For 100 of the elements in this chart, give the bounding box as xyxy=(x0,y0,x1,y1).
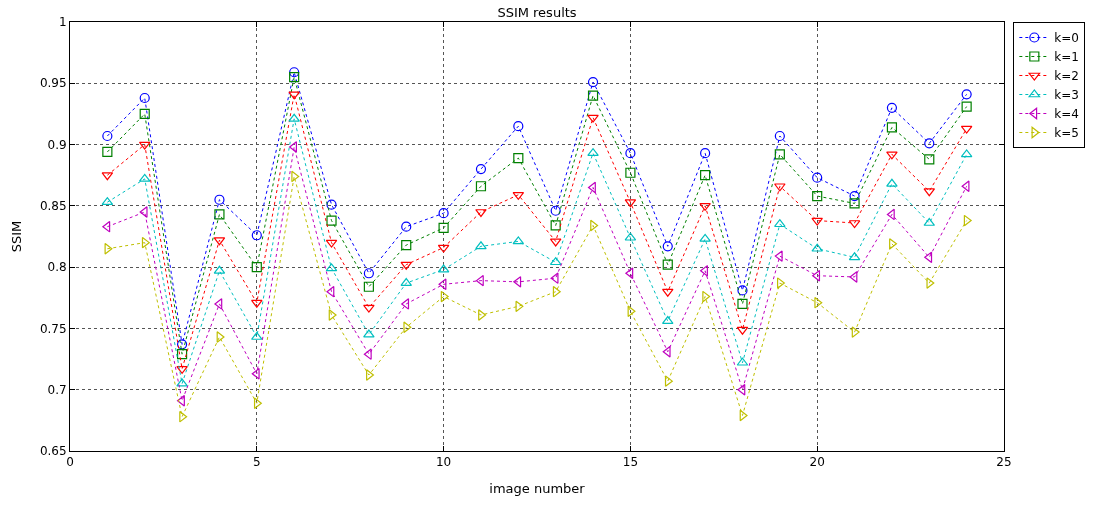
point xyxy=(550,272,559,284)
point xyxy=(214,209,225,220)
point xyxy=(812,172,823,183)
point xyxy=(475,241,487,250)
point xyxy=(961,101,972,112)
point xyxy=(625,167,636,178)
point xyxy=(513,276,522,288)
point xyxy=(811,217,823,226)
point xyxy=(289,72,300,83)
point xyxy=(214,194,225,205)
y-tick-label: 0.7 xyxy=(47,382,67,397)
point xyxy=(774,183,786,192)
point xyxy=(176,339,188,350)
point xyxy=(478,309,487,321)
point xyxy=(363,348,372,360)
point xyxy=(475,163,487,175)
point xyxy=(849,271,858,283)
y-tick-label: 0.8 xyxy=(47,260,67,275)
point xyxy=(214,298,223,310)
point xyxy=(139,108,150,120)
point xyxy=(700,170,711,181)
point xyxy=(102,146,113,158)
point xyxy=(251,299,263,308)
point xyxy=(662,259,673,270)
x-tick-label: 20 xyxy=(809,455,825,470)
point xyxy=(886,151,898,160)
point xyxy=(288,91,300,100)
point xyxy=(737,298,748,310)
legend-label: k=2 xyxy=(1054,69,1079,84)
point xyxy=(812,190,823,202)
point xyxy=(513,152,524,164)
point xyxy=(475,209,487,218)
point xyxy=(251,331,263,340)
y-tick-label: 0.9 xyxy=(47,137,67,152)
point xyxy=(587,76,599,88)
point xyxy=(889,238,898,250)
y-tick-label: 0.95 xyxy=(39,76,67,91)
x-axis-title: image number xyxy=(489,481,586,496)
point xyxy=(102,130,113,142)
point xyxy=(326,199,337,210)
x-tick-label: 10 xyxy=(435,455,452,470)
legend-label: k=0 xyxy=(1054,31,1079,46)
point xyxy=(587,114,599,123)
chart-title: SSIM results xyxy=(497,4,577,20)
point xyxy=(849,190,860,202)
point xyxy=(363,304,375,313)
point xyxy=(401,298,410,310)
point xyxy=(737,285,748,296)
point xyxy=(438,222,449,234)
point xyxy=(139,92,150,104)
point xyxy=(363,268,374,279)
point xyxy=(139,206,148,218)
point xyxy=(926,277,935,289)
point xyxy=(886,122,898,133)
point xyxy=(326,215,337,226)
point xyxy=(176,378,188,387)
x-tick-label: 15 xyxy=(622,455,639,470)
y-tick-label: 0.75 xyxy=(39,321,67,336)
point xyxy=(363,281,374,292)
point xyxy=(550,220,561,231)
y-axis-title: SSIM xyxy=(8,220,24,253)
x-tick-label: 5 xyxy=(252,455,261,470)
x-tick-label: 0 xyxy=(66,455,74,470)
point xyxy=(774,130,785,142)
point xyxy=(774,250,783,262)
point xyxy=(664,375,673,387)
point xyxy=(849,198,860,209)
point xyxy=(886,102,898,113)
point xyxy=(216,331,225,343)
point xyxy=(289,67,300,78)
point xyxy=(851,326,860,338)
legend-label: k=5 xyxy=(1054,126,1079,141)
point xyxy=(401,239,412,251)
legend-label: k=3 xyxy=(1054,88,1079,103)
point xyxy=(774,149,785,160)
point xyxy=(513,121,524,132)
point xyxy=(176,349,188,360)
point xyxy=(662,241,673,252)
point xyxy=(401,221,412,232)
point xyxy=(475,181,487,192)
x-tick-label: 25 xyxy=(996,455,1012,470)
point xyxy=(403,321,412,333)
point xyxy=(625,148,636,159)
point xyxy=(700,148,711,159)
y-tick-label: 1 xyxy=(58,15,67,30)
point xyxy=(811,243,823,252)
point xyxy=(251,262,262,273)
point xyxy=(328,309,337,321)
point xyxy=(251,230,262,241)
legend-label: k=4 xyxy=(1054,107,1079,122)
point xyxy=(886,178,898,187)
point xyxy=(774,219,786,228)
point xyxy=(289,141,298,153)
legend-label: k=1 xyxy=(1054,50,1079,65)
y-tick-label: 0.65 xyxy=(39,444,67,459)
point xyxy=(288,113,300,122)
point xyxy=(438,208,449,219)
point xyxy=(699,233,711,242)
point xyxy=(776,277,785,289)
point xyxy=(924,154,935,165)
